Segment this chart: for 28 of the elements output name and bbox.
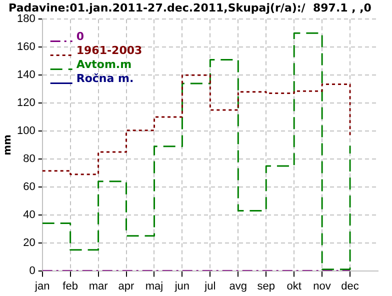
- y-tick-label: 0: [29, 264, 36, 277]
- x-tick-label: jan: [34, 280, 50, 292]
- y-tick-label: 180: [16, 13, 36, 26]
- x-tick-label: maj: [145, 280, 164, 292]
- x-tick-label: nov: [313, 280, 332, 292]
- legend-label: 0: [76, 30, 84, 44]
- y-tick-label: 120: [16, 97, 36, 110]
- x-tick-label: dec: [341, 280, 360, 292]
- y-tick-label: 80: [23, 153, 36, 166]
- x-tick-label: feb: [62, 280, 78, 292]
- chart-title: Padavine:01.jan.2011-27.dec.2011,Skupaj(r/a):/ 897.1 , ,0: [8, 1, 372, 14]
- y-tick-label: 100: [16, 125, 36, 138]
- legend-label: Ročna m.: [76, 72, 134, 86]
- legend-label: 1961-2003: [76, 44, 142, 58]
- x-tick-label: jul: [204, 280, 216, 292]
- y-axis-title: mm: [2, 134, 14, 156]
- x-tick-label: jun: [174, 280, 190, 292]
- x-tick-label: apr: [118, 280, 135, 292]
- y-tick-label: 160: [16, 41, 36, 54]
- x-tick-label: sep: [257, 280, 275, 292]
- x-tick-label: avg: [229, 280, 248, 292]
- y-tick-label: 40: [23, 208, 36, 221]
- x-tick-label: mar: [88, 280, 108, 292]
- legend-label: Avtom.m: [76, 58, 132, 72]
- x-tick-label: okt: [286, 280, 302, 292]
- y-tick-label: 140: [16, 69, 36, 82]
- y-tick-label: 60: [23, 180, 36, 193]
- y-tick-label: 20: [23, 236, 36, 249]
